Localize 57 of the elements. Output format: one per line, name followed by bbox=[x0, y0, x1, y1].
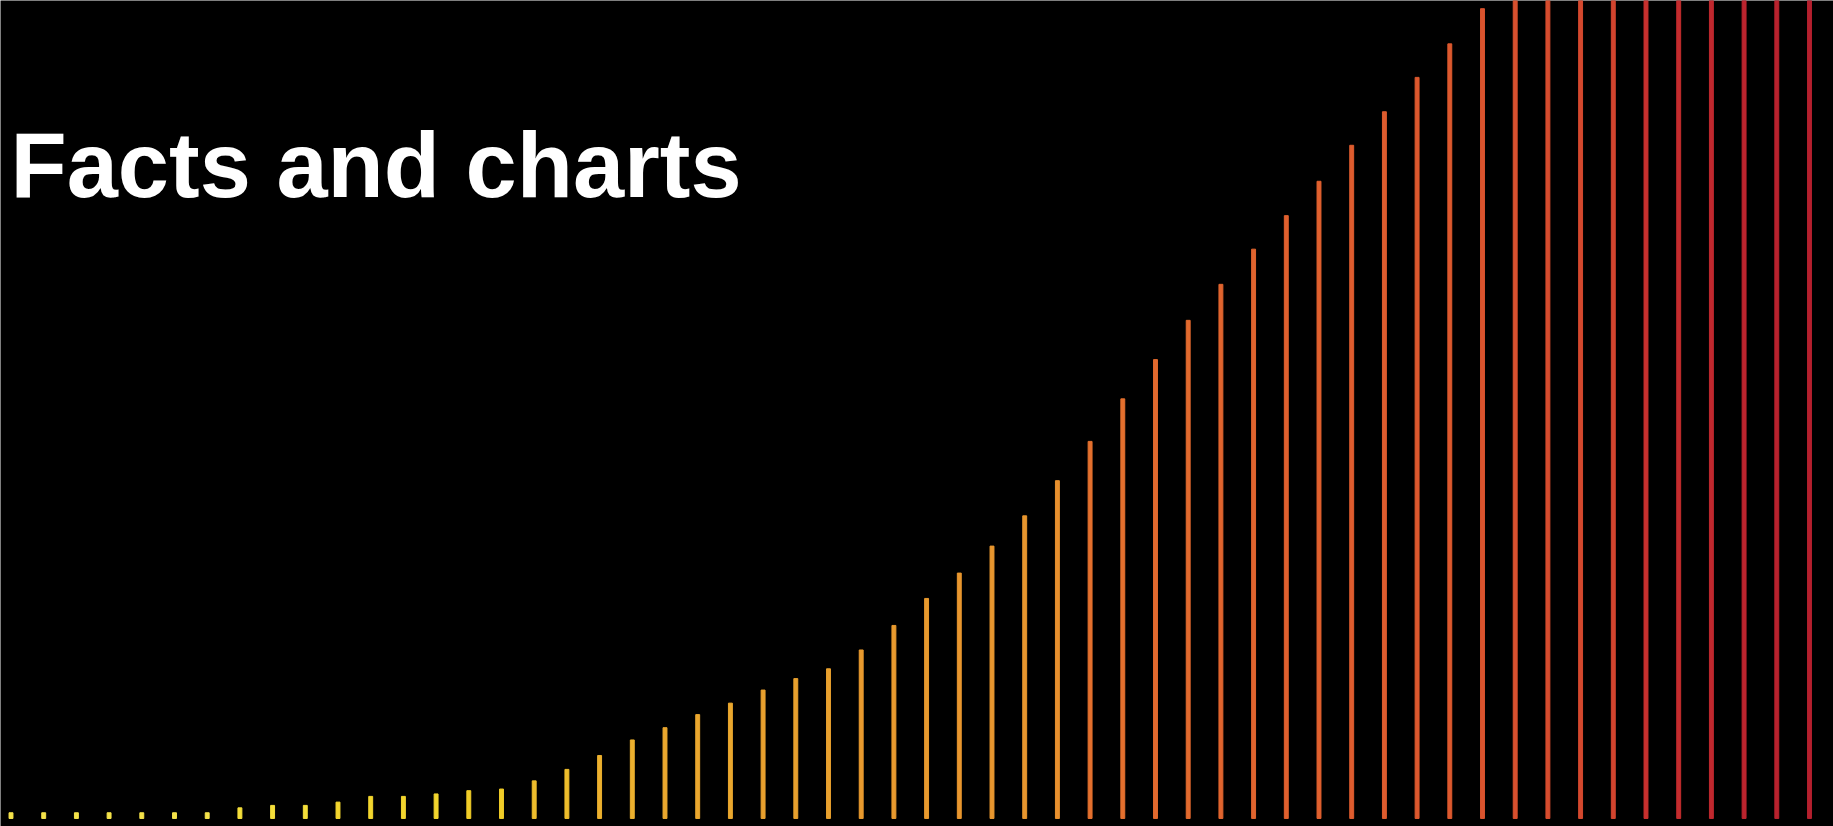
bar bbox=[1185, 319, 1191, 819]
bar bbox=[891, 624, 897, 819]
bar bbox=[302, 804, 308, 819]
bar bbox=[139, 812, 145, 819]
bar bbox=[400, 795, 406, 819]
bar bbox=[826, 668, 831, 819]
bar bbox=[662, 727, 668, 819]
bar bbox=[727, 702, 733, 819]
bar bbox=[1381, 111, 1387, 819]
bar bbox=[172, 812, 177, 819]
bar bbox=[760, 689, 766, 819]
bar bbox=[1120, 398, 1126, 819]
bar bbox=[924, 597, 930, 819]
bar bbox=[1447, 43, 1453, 819]
bar bbox=[1545, 0, 1551, 819]
bar bbox=[989, 545, 995, 819]
bar bbox=[1480, 8, 1485, 819]
bar bbox=[270, 804, 276, 819]
bar bbox=[793, 678, 799, 819]
bar bbox=[41, 812, 47, 819]
bar bbox=[1610, 0, 1616, 819]
bar bbox=[499, 788, 504, 819]
bar bbox=[73, 812, 79, 819]
bar bbox=[335, 801, 341, 819]
bar bbox=[1022, 515, 1028, 819]
bar bbox=[1512, 0, 1518, 819]
bar bbox=[1741, 0, 1747, 819]
bar bbox=[1251, 248, 1257, 819]
bar bbox=[1807, 0, 1812, 819]
bar bbox=[564, 768, 570, 819]
bar bbox=[1774, 0, 1780, 819]
bar bbox=[466, 790, 472, 819]
bar bbox=[1153, 359, 1158, 819]
bar bbox=[1578, 0, 1584, 819]
bar bbox=[433, 793, 439, 819]
bar bbox=[1218, 283, 1224, 819]
bar bbox=[237, 807, 243, 819]
bar bbox=[531, 780, 537, 819]
bar bbox=[1283, 215, 1289, 819]
bar bbox=[1414, 76, 1420, 819]
bar bbox=[1316, 180, 1322, 819]
bar bbox=[629, 739, 635, 819]
text: Facts and charts bbox=[10, 113, 742, 216]
bar bbox=[368, 795, 374, 819]
bar bbox=[1676, 0, 1682, 819]
bar bbox=[1349, 144, 1355, 819]
bar bbox=[858, 649, 864, 819]
bar bbox=[1054, 480, 1060, 819]
bar bbox=[1087, 440, 1093, 819]
bar bbox=[597, 755, 603, 819]
bar bbox=[956, 572, 962, 819]
bar bbox=[1708, 0, 1714, 819]
bar bbox=[1643, 0, 1649, 819]
bar bbox=[695, 714, 701, 819]
bar bbox=[204, 812, 210, 819]
bar bbox=[8, 812, 14, 819]
bar bbox=[106, 812, 112, 819]
